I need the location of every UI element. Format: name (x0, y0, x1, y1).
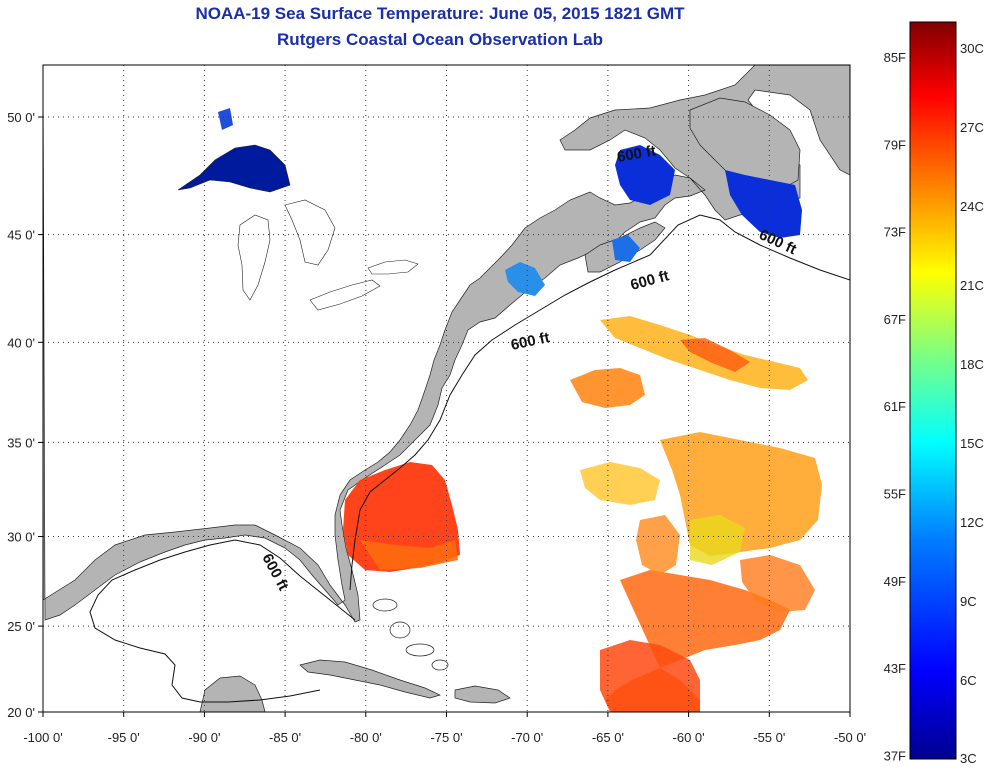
colorbar-c-label: 9C (960, 594, 977, 609)
lon-tick-label: -100 0' (23, 730, 62, 745)
colorbar-f-label: 43F (884, 661, 906, 676)
hispaniola-landmass (454, 685, 511, 704)
lat-tick-label: 45 0' (7, 228, 35, 243)
lon-tick-label: -90 0' (188, 730, 220, 745)
bahamas-islands (372, 598, 449, 671)
colorbar-f-label: 61F (884, 399, 906, 414)
colorbar-c-label: 18C (960, 357, 984, 372)
lat-tick-label: 35 0' (7, 435, 35, 450)
lon-tick-label: -95 0' (108, 730, 140, 745)
lat-tick-label: 25 0' (7, 619, 35, 634)
colorbar-c-label: 24C (960, 199, 984, 214)
lat-tick-label: 40 0' (7, 335, 35, 350)
sst-data-field (343, 316, 822, 712)
colorbar-c-label: 3C (960, 751, 977, 766)
colorbar-f-label: 49F (884, 574, 906, 589)
colorbar-f-label: 37F (884, 748, 906, 763)
latitude-ticks: 50 0' 45 0' 40 0' 35 0' 30 0' 25 0' 20 0' (7, 110, 43, 720)
colorbar (909, 21, 957, 760)
map-title: NOAA-19 Sea Surface Temperature: June 05… (195, 4, 685, 23)
lon-tick-label: -50 0' (834, 730, 866, 745)
lon-tick-label: -65 0' (592, 730, 624, 745)
lat-tick-label: 50 0' (7, 110, 35, 125)
colorbar-f-label: 85F (884, 50, 906, 65)
lat-tick-label: 20 0' (7, 705, 35, 720)
colorbar-c-label: 30C (960, 41, 984, 56)
colorbar-f-label: 79F (884, 137, 906, 152)
colorbar-c-label: 15C (960, 436, 984, 451)
lon-tick-label: -80 0' (350, 730, 382, 745)
cuba-landmass (299, 659, 441, 699)
colorbar-c-label: 12C (960, 515, 984, 530)
longitude-ticks: -100 0' -95 0' -90 0' -85 0' -80 0' -75 0' -70… (23, 712, 866, 745)
map-subtitle: Rutgers Coastal Ocean Observation Lab (277, 30, 603, 49)
lat-tick-label: 30 0' (7, 530, 35, 545)
lon-tick-label: -60 0' (673, 730, 705, 745)
colorbar-f-label: 73F (884, 225, 906, 240)
colorbar-f-label: 55F (884, 487, 906, 502)
lake-superior (177, 144, 291, 193)
lake-huron (284, 199, 336, 266)
lon-tick-label: -85 0' (269, 730, 301, 745)
colorbar-c-label: 6C (960, 673, 977, 688)
lon-tick-label: -70 0' (511, 730, 543, 745)
colorbar-fahrenheit-labels: 85F 79F 73F 67F 61F 55F 49F 43F 37F (884, 50, 906, 763)
yucatan-landmass (199, 675, 266, 712)
contour-label-3: 600 ft (616, 142, 658, 166)
colorbar-f-label: 67F (884, 312, 906, 327)
lon-tick-label: -75 0' (430, 730, 462, 745)
lake-michigan (237, 214, 271, 301)
lon-tick-label: -55 0' (753, 730, 785, 745)
colorbar-celsius-labels: 30C 27C 24C 21C 18C 15C 12C 9C 6C 3C (960, 41, 984, 766)
lake-ontario (367, 259, 419, 275)
600ft-contour-line (89, 214, 850, 703)
cold-water-patches (218, 108, 802, 296)
lake-erie (309, 279, 381, 311)
colorbar-c-label: 27C (960, 120, 984, 135)
colorbar-c-label: 21C (960, 278, 984, 293)
